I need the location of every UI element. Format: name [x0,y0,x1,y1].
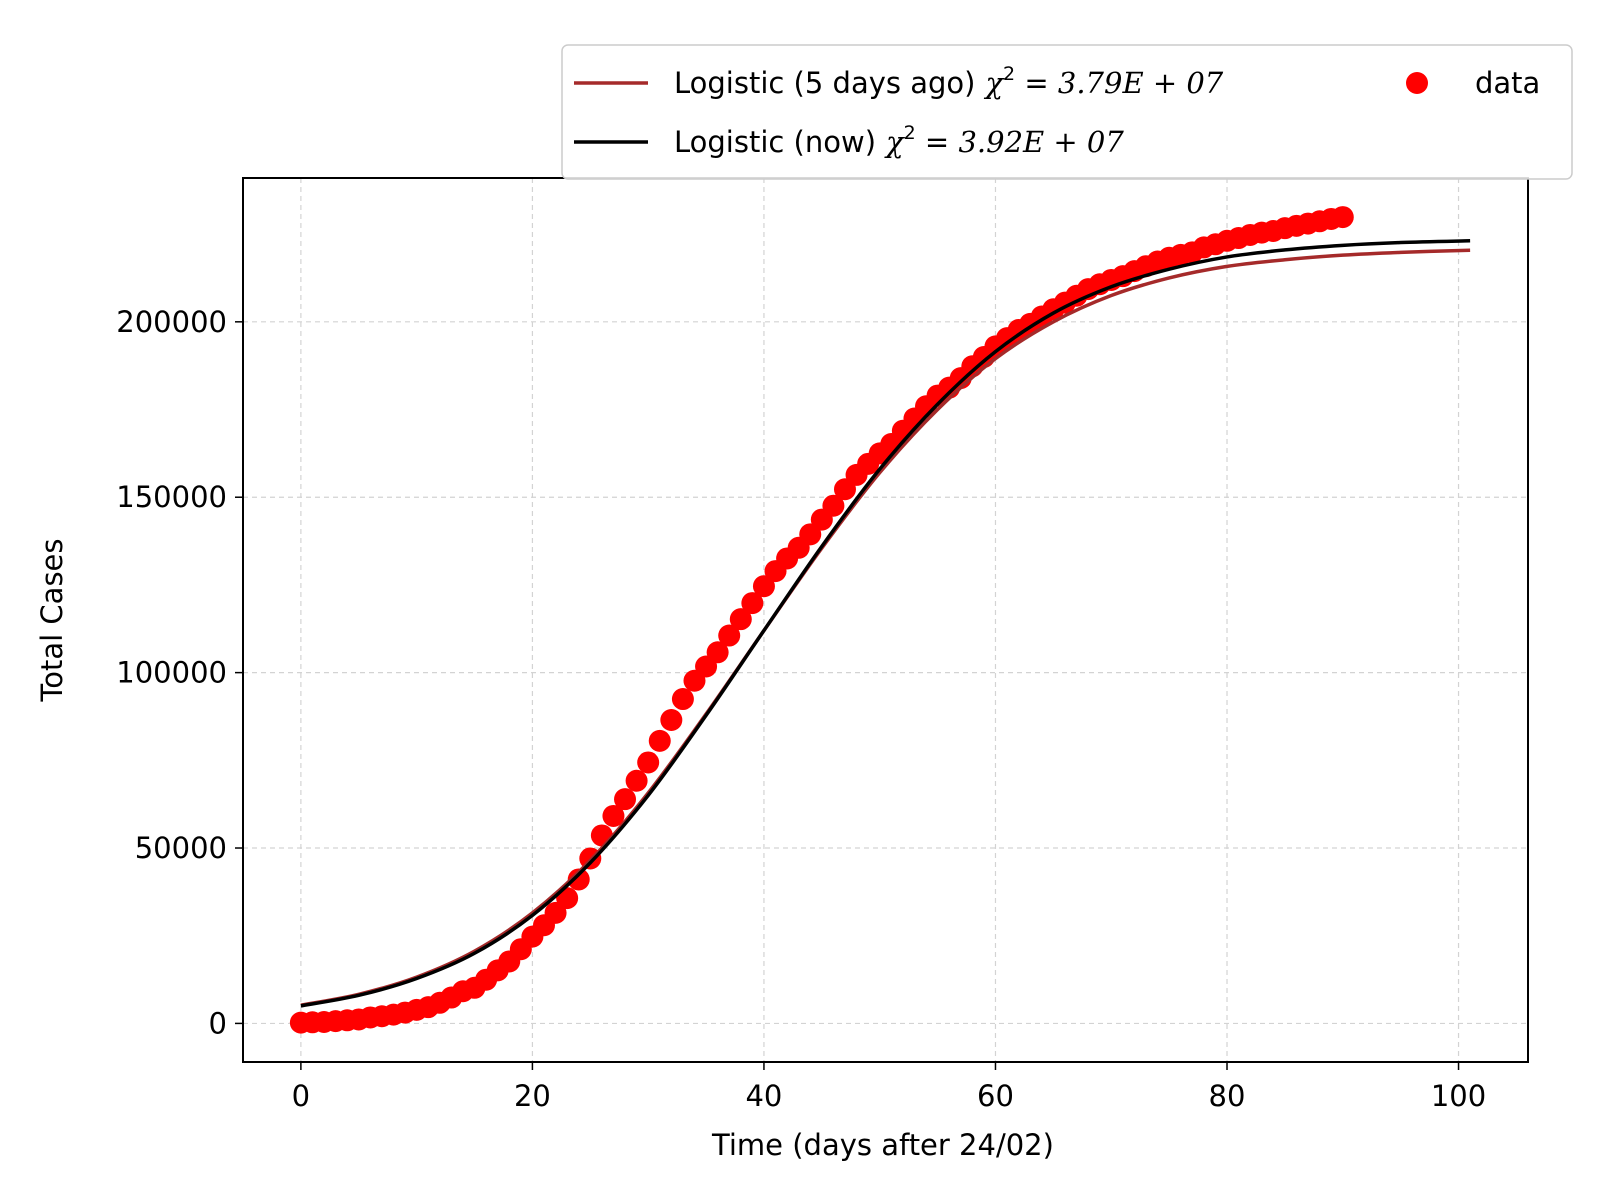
data-point [729,608,752,631]
x-tick-label: 40 [745,1079,782,1113]
data-point [706,641,729,664]
data-point [741,592,764,615]
data-point [648,729,671,752]
legend-label-logistic-5-days-ago: Logistic (5 days ago) χ2 = 3.79E + 07 [674,63,1224,100]
series-line-logistic-5-days-ago [300,248,1471,1007]
legend-label-logistic-now: Logistic (now) χ2 = 3.92E + 07 [674,122,1124,159]
x-tick-label: 100 [1431,1079,1486,1113]
axes-frame [242,177,1529,1063]
grid [243,178,1528,1062]
data-point [718,624,741,647]
x-tick-label: 20 [514,1079,551,1113]
x-axis-label: Time (days after 24/02) [711,1128,1054,1162]
data-point [614,788,637,811]
legend-label-data: data [1475,66,1540,100]
series-line-logistic-now [300,239,1471,1008]
data-point [567,868,590,891]
y-tick-label: 50000 [135,831,227,865]
data-point [1331,206,1354,229]
data-point [602,804,625,827]
y-tick-label: 150000 [116,480,227,514]
legend-box [561,44,1573,180]
data-point [637,751,660,774]
x-tick-label: 0 [292,1079,310,1113]
y-tick-label: 100000 [116,656,227,690]
x-tick-label: 80 [1209,1079,1246,1113]
y-axis-label: Total Cases [35,538,69,702]
x-tick-label: 60 [977,1079,1014,1113]
legend: Logistic (5 days ago) χ2 = 3.79E + 07 Log… [561,44,1573,180]
plot-area [289,206,1471,1034]
data-point [799,523,822,546]
y-tick-label: 200000 [116,305,227,339]
data-point [544,901,567,924]
data-point [660,708,683,731]
data-point [671,688,694,711]
data-point [752,575,775,598]
data-point [822,494,845,517]
series-data [289,206,1354,1034]
axis-ticks: 0 20 40 60 80 100 0 50000 100000 150000 200000 [116,305,1486,1113]
legend-marker-data [1406,72,1428,94]
y-tick-label: 0 [209,1006,227,1040]
data-point [625,769,648,792]
